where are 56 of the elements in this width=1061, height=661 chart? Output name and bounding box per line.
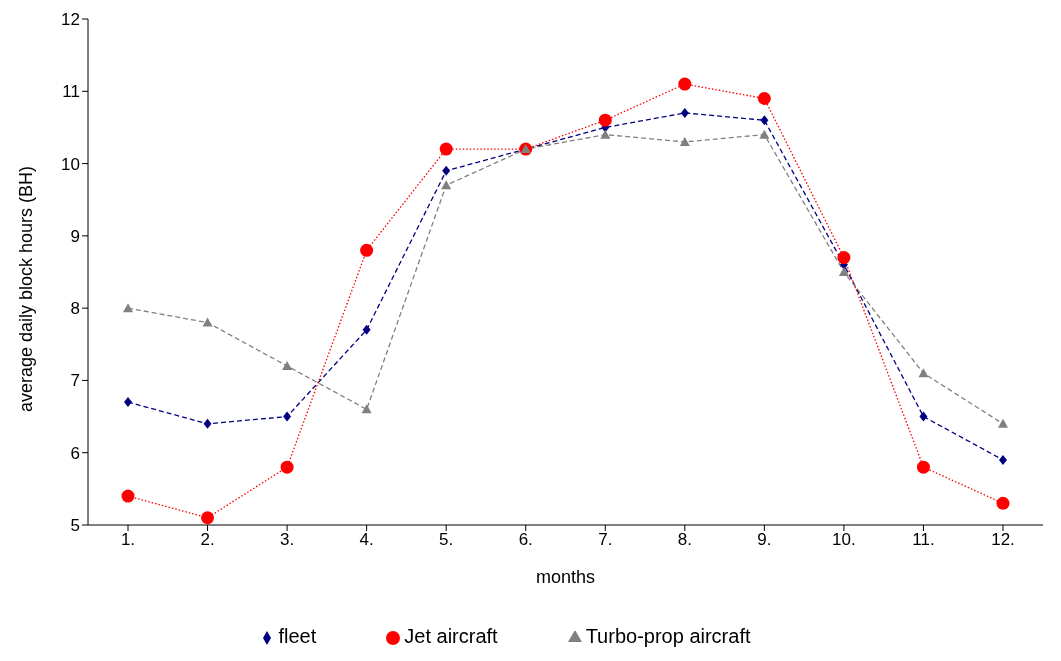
point <box>759 129 770 139</box>
point <box>201 511 215 525</box>
point <box>678 77 692 91</box>
x-axis-title: months <box>535 566 596 587</box>
y-tick-label: 7 <box>70 371 80 391</box>
x-tick-label: 10. <box>832 530 856 550</box>
y-tick-label: 6 <box>70 443 80 463</box>
point <box>202 317 213 327</box>
x-tick-label: 8. <box>677 530 692 550</box>
point <box>280 460 294 474</box>
point <box>124 397 132 408</box>
x-tick-label: 11. <box>912 530 935 550</box>
x-tick-label: 1. <box>120 530 136 550</box>
point <box>918 368 929 378</box>
point <box>442 165 451 176</box>
point <box>999 454 1007 465</box>
y-tick-label: 11 <box>62 82 80 102</box>
point <box>360 243 374 257</box>
point <box>123 303 133 313</box>
legend-label: Turbo-prop aircraft <box>585 625 751 647</box>
point <box>680 107 689 118</box>
point <box>837 251 851 265</box>
point <box>121 489 135 503</box>
point <box>203 418 212 429</box>
y-tick-label: 12 <box>61 10 80 30</box>
y-tick-label: 8 <box>70 299 80 319</box>
y-axis-title: average daily block hours (BH) <box>16 165 37 412</box>
point <box>441 180 452 190</box>
point <box>283 411 292 422</box>
x-tick-label: 12. <box>991 530 1015 550</box>
point <box>998 418 1008 428</box>
point <box>919 411 928 422</box>
point <box>760 115 769 126</box>
point <box>679 136 690 146</box>
point <box>838 267 849 276</box>
point <box>598 113 612 127</box>
point <box>757 92 771 106</box>
point <box>361 404 372 414</box>
x-tick-label: 3. <box>280 530 295 550</box>
point <box>439 142 453 156</box>
x-tick-label: 6. <box>518 530 533 550</box>
point <box>362 324 371 335</box>
x-tick-label: 2. <box>200 530 215 550</box>
x-tick-label: 9. <box>757 530 772 550</box>
y-tick-label: 9 <box>70 226 80 246</box>
x-tick-label: 5. <box>439 530 454 550</box>
x-tick-label: 7. <box>598 530 613 550</box>
y-tick-label: 5 <box>70 516 80 536</box>
y-tick-label: 10 <box>61 154 80 174</box>
point <box>600 129 611 139</box>
point <box>282 360 293 370</box>
legend-label: fleet <box>278 625 317 647</box>
legend-label: Jet aircraft <box>404 625 498 647</box>
point <box>996 496 1010 510</box>
point <box>916 460 930 474</box>
x-tick-label: 4. <box>359 530 374 550</box>
